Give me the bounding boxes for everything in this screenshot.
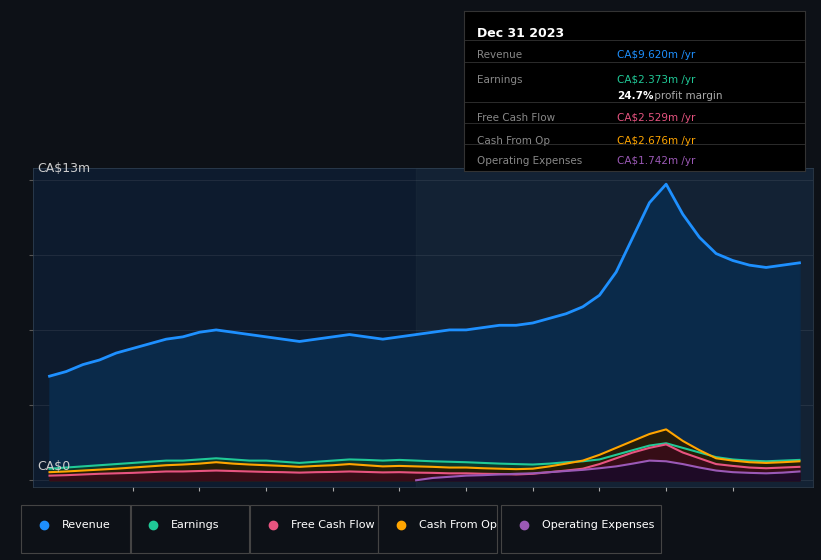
Text: Cash From Op: Cash From Op <box>478 136 551 146</box>
Text: Free Cash Flow: Free Cash Flow <box>478 113 556 123</box>
Text: Cash From Op: Cash From Op <box>419 520 497 530</box>
Text: Revenue: Revenue <box>478 49 523 59</box>
Text: Dec 31 2023: Dec 31 2023 <box>478 27 565 40</box>
Text: CA$0: CA$0 <box>37 460 70 473</box>
Text: Operating Expenses: Operating Expenses <box>478 156 583 166</box>
Text: CA$2.676m /yr: CA$2.676m /yr <box>617 136 695 146</box>
Text: CA$9.620m /yr: CA$9.620m /yr <box>617 49 695 59</box>
Text: 24.7%: 24.7% <box>617 91 654 101</box>
Text: Earnings: Earnings <box>478 75 523 85</box>
Text: Revenue: Revenue <box>62 520 110 530</box>
Text: profit margin: profit margin <box>651 91 722 101</box>
Text: Operating Expenses: Operating Expenses <box>542 520 654 530</box>
Text: Earnings: Earnings <box>171 520 219 530</box>
Text: CA$1.742m /yr: CA$1.742m /yr <box>617 156 695 166</box>
Bar <box>416 168 813 487</box>
Text: Free Cash Flow: Free Cash Flow <box>291 520 375 530</box>
Text: CA$2.373m /yr: CA$2.373m /yr <box>617 75 695 85</box>
Text: CA$13m: CA$13m <box>37 162 90 175</box>
Text: CA$2.529m /yr: CA$2.529m /yr <box>617 113 695 123</box>
